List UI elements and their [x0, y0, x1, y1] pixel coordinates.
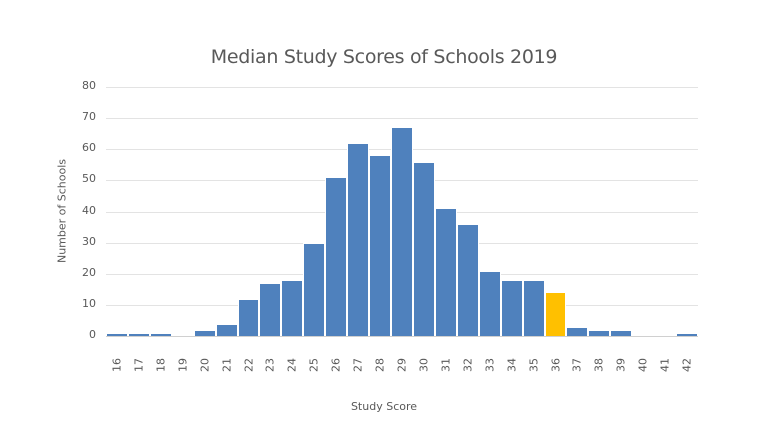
bar-score-18 [149, 332, 172, 336]
bar-score-34 [500, 279, 523, 336]
bar-score-32 [456, 223, 479, 336]
gridline [106, 87, 698, 88]
bar-score-33 [478, 270, 501, 336]
x-tick-label: 20 [194, 353, 216, 377]
x-tick-text: 17 [132, 358, 146, 372]
x-tick-text: 37 [570, 358, 584, 372]
bar-score-42 [676, 332, 698, 336]
x-tick-text: 18 [154, 358, 168, 372]
x-tick-text: 30 [417, 358, 431, 372]
x-tick-text: 36 [549, 358, 563, 372]
x-tick-label: 41 [654, 353, 676, 377]
y-tick-label: 70 [82, 110, 96, 124]
x-axis-label: Study Score [350, 400, 418, 413]
x-tick-text: 24 [285, 358, 299, 372]
x-tick-text: 20 [198, 358, 212, 372]
x-tick-text: 39 [614, 358, 628, 372]
x-tick-text: 21 [220, 358, 234, 372]
y-tick-label: 0 [89, 328, 96, 341]
y-tick-label: 50 [82, 172, 96, 186]
x-tick-text: 42 [680, 358, 694, 372]
bar-score-17 [127, 332, 150, 336]
bar-score-39 [610, 329, 633, 336]
bar-score-36 [544, 292, 567, 336]
x-tick-label: 17 [128, 353, 150, 377]
x-tick-text: 38 [592, 358, 606, 372]
bar-score-22 [237, 298, 260, 336]
x-tick-text: 34 [505, 358, 519, 372]
x-tick-label: 27 [347, 353, 369, 377]
x-tick-label: 25 [303, 353, 325, 377]
x-tick-label: 26 [325, 353, 347, 377]
x-tick-text: 41 [658, 358, 672, 372]
bar-score-25 [303, 242, 326, 336]
x-tick-text: 26 [329, 358, 343, 372]
bar-score-24 [281, 279, 304, 336]
x-tick-text: 28 [373, 358, 387, 372]
bar-score-23 [259, 283, 282, 336]
bar-score-30 [412, 161, 435, 336]
bar-score-37 [566, 326, 589, 336]
x-tick-label: 22 [238, 353, 260, 377]
plot-area [106, 87, 698, 337]
x-tick-label: 37 [566, 353, 588, 377]
x-tick-label: 38 [588, 353, 610, 377]
x-tick-label: 40 [632, 353, 654, 377]
x-tick-label: 19 [172, 353, 194, 377]
y-tick-label: 80 [82, 79, 96, 92]
bar-score-29 [391, 127, 413, 336]
x-tick-text: 16 [110, 358, 124, 372]
y-tick-label: 30 [82, 234, 96, 248]
bar-score-16 [106, 332, 128, 336]
x-tick-label: 34 [501, 353, 523, 377]
x-tick-label: 30 [413, 353, 435, 377]
x-axis-line [106, 336, 698, 337]
x-tick-text: 31 [439, 358, 453, 372]
x-tick-text: 29 [395, 358, 409, 372]
bar-score-21 [215, 323, 238, 336]
x-tick-label: 21 [216, 353, 238, 377]
x-tick-text: 35 [527, 358, 541, 372]
x-tick-label: 23 [259, 353, 281, 377]
y-tick-label: 60 [82, 141, 96, 155]
y-tick-label: 40 [82, 203, 96, 217]
x-tick-label: 28 [369, 353, 391, 377]
bar-score-28 [369, 155, 392, 336]
x-tick-label: 39 [610, 353, 632, 377]
x-tick-text: 27 [351, 358, 365, 372]
x-tick-text: 40 [636, 358, 650, 372]
bar-score-35 [522, 279, 545, 336]
bar-score-38 [588, 329, 611, 336]
x-tick-label: 33 [479, 353, 501, 377]
x-tick-text: 32 [461, 358, 475, 372]
x-tick-text: 19 [176, 358, 190, 372]
y-tick-label: 10 [82, 296, 96, 310]
gridline [106, 118, 698, 120]
x-tick-label: 31 [435, 353, 457, 377]
chart-title: Median Study Scores of Schools 2019 [210, 46, 558, 68]
bar-score-26 [325, 177, 348, 336]
x-tick-label: 35 [523, 353, 545, 377]
x-tick-label: 16 [106, 353, 128, 377]
x-tick-text: 25 [307, 358, 321, 372]
x-tick-label: 42 [676, 353, 698, 377]
x-tick-text: 23 [263, 358, 277, 372]
x-tick-label: 18 [150, 353, 172, 377]
bar-score-31 [434, 208, 457, 336]
bar-score-20 [193, 329, 216, 336]
x-tick-label: 36 [545, 353, 567, 377]
y-tick-label: 20 [82, 265, 96, 279]
x-tick-text: 22 [242, 358, 256, 372]
x-tick-label: 24 [281, 353, 303, 377]
x-tick-label: 29 [391, 353, 413, 377]
x-tick-text: 33 [483, 358, 497, 372]
bar-score-27 [347, 143, 370, 336]
x-tick-label: 32 [457, 353, 479, 377]
